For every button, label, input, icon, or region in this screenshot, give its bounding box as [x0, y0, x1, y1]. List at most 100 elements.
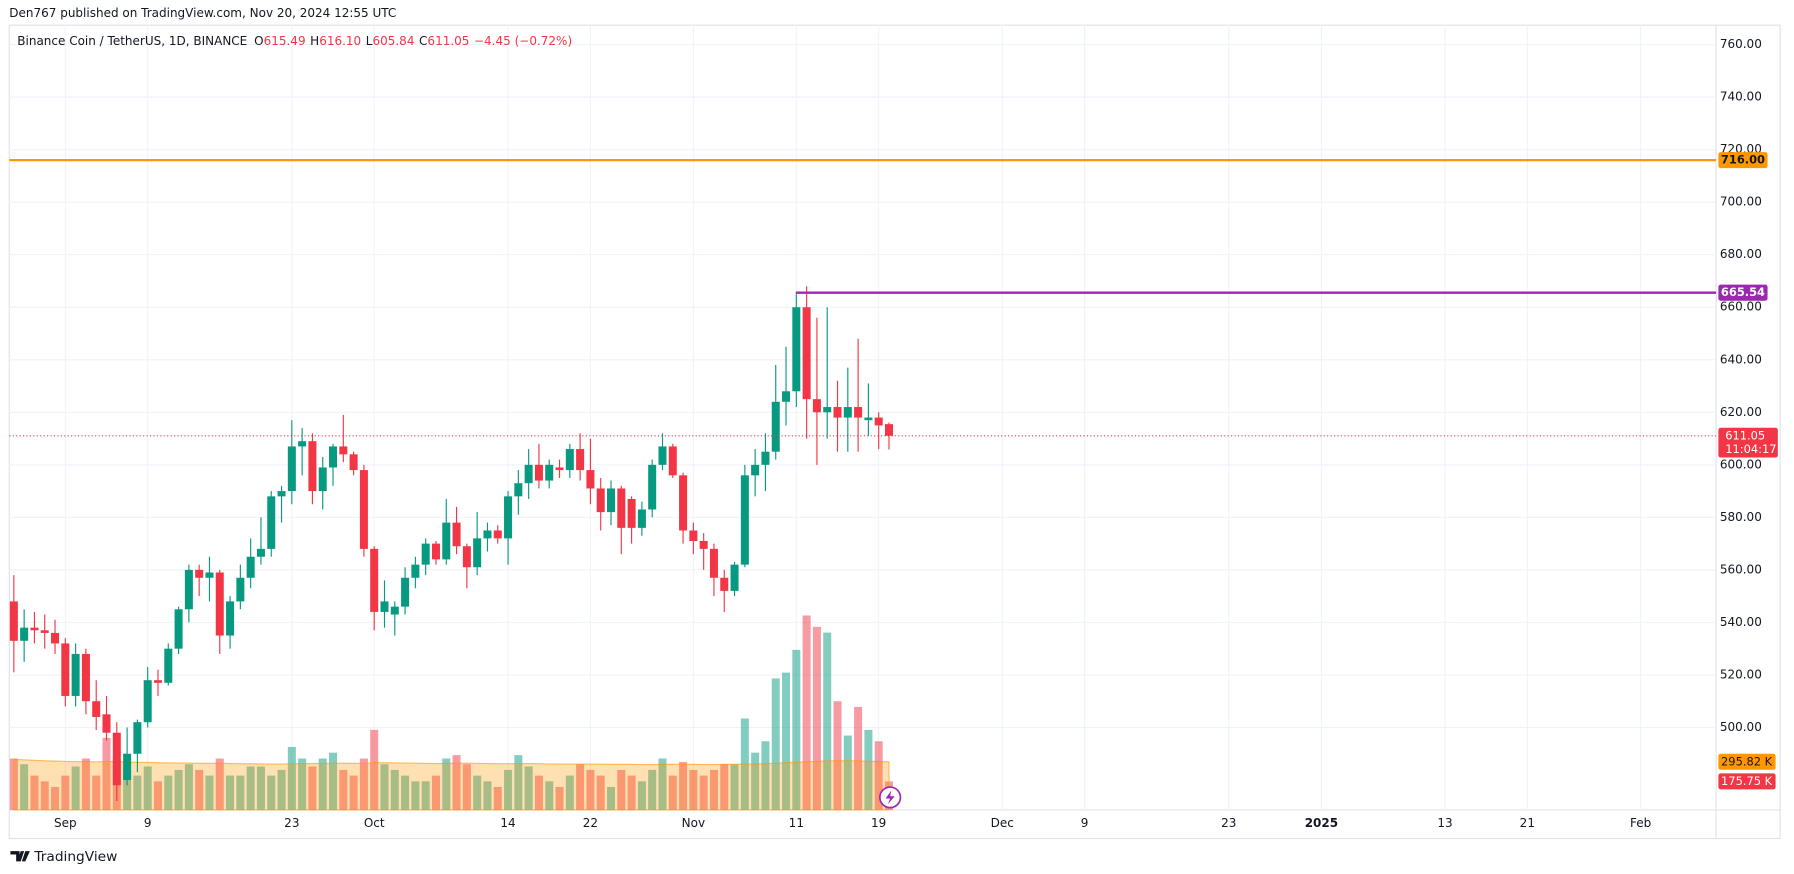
volume-bar: [730, 764, 739, 810]
candle-body: [215, 572, 224, 636]
candle-body: [462, 546, 471, 568]
volume-bar: [854, 706, 863, 810]
candle-body: [81, 653, 90, 702]
legend-value: 616.10: [319, 34, 361, 48]
level-label-box: [1718, 152, 1768, 169]
y-tick-label: 560.00: [1720, 562, 1762, 576]
candle-body: [226, 601, 235, 636]
candle-body: [854, 407, 863, 418]
candle-body: [607, 488, 616, 513]
candle-body: [504, 496, 513, 539]
x-tick-label: Sep: [54, 816, 77, 830]
candle-body: [648, 464, 657, 510]
volume-bar: [133, 775, 142, 810]
candle-body: [730, 564, 739, 591]
volume-bar: [874, 741, 883, 810]
candle-body: [637, 509, 646, 528]
volume-bar: [30, 775, 39, 810]
candle-body: [359, 470, 368, 549]
volume-bar: [81, 758, 90, 810]
candle-body: [61, 643, 70, 696]
candle-body: [864, 417, 873, 421]
candle-body: [576, 449, 585, 471]
candle-body: [349, 454, 358, 471]
volume-bar: [843, 735, 852, 810]
candle-body: [431, 543, 440, 560]
candle-body: [771, 401, 780, 452]
volume-bar: [246, 766, 255, 810]
legend-key: H: [310, 34, 319, 48]
axes: 500.00 520.00 540.00 560.00 580.00 600.00 620.…: [9, 37, 1778, 830]
candle-body: [380, 601, 389, 612]
candle-body: [884, 424, 893, 436]
candle-body: [534, 464, 543, 481]
level-label: 665.54: [1721, 285, 1765, 299]
x-tick-label: 13: [1437, 816, 1452, 830]
candle-body: [751, 464, 760, 476]
candle-body: [92, 701, 101, 717]
candle-body: [205, 572, 214, 578]
candle-body: [679, 475, 688, 531]
x-tick-label: 2025: [1305, 816, 1338, 830]
volume-bar: [658, 758, 667, 810]
legend-change: −4.45 (−0.72%): [474, 34, 572, 48]
volume-bar: [782, 672, 791, 810]
candle-body: [689, 530, 698, 541]
volume-label: 295.82 K: [1721, 754, 1773, 768]
candle-body: [329, 446, 338, 468]
candle-body: [123, 753, 132, 780]
x-tick-label: 14: [500, 816, 515, 830]
volume-bar: [174, 769, 183, 810]
volume-bar: [380, 764, 389, 810]
volume-bar: [195, 769, 204, 810]
volume-bar: [442, 758, 451, 810]
x-tick-label: 23: [1221, 816, 1236, 830]
brand: TradingView: [33, 849, 117, 865]
x-tick-label: 19: [871, 816, 886, 830]
candle-body: [102, 714, 111, 733]
volume-bar: [565, 775, 574, 810]
volume-bar: [462, 764, 471, 810]
legend-key: O: [254, 34, 263, 48]
candle-body: [112, 732, 121, 786]
volume-bar: [215, 758, 224, 810]
candle-body: [761, 451, 770, 465]
candle-body: [524, 464, 533, 484]
candle-body: [287, 446, 296, 492]
volume-bar: [184, 764, 193, 810]
legend-key: C: [419, 34, 427, 48]
volume-bar: [349, 775, 358, 810]
y-tick-label: 660.00: [1720, 300, 1762, 314]
candle-body: [411, 564, 420, 578]
volume-bar: [421, 781, 430, 810]
volume-bar: [61, 775, 70, 810]
volume-bar: [359, 758, 368, 810]
volume-bar: [555, 786, 564, 810]
candle-body: [370, 548, 379, 612]
volume-bar: [792, 649, 801, 810]
candle-body: [174, 609, 183, 649]
symbol: Binance Coin / TetherUS, 1D, BINANCE: [17, 34, 247, 48]
volume-bar: [761, 741, 770, 810]
volume-bar: [699, 775, 708, 810]
last-price-box: [1718, 427, 1778, 458]
x-tick-label: Oct: [364, 816, 385, 830]
y-tick-label: 620.00: [1720, 405, 1762, 419]
volume-bar: [751, 752, 760, 810]
volume-bar: [514, 755, 523, 810]
legend-value: 605.84: [372, 34, 414, 48]
candle-body: [20, 627, 29, 641]
volume-bar: [71, 766, 80, 810]
candle-body: [740, 475, 749, 565]
volume-bar: [617, 769, 626, 810]
volume-bar: [545, 781, 554, 810]
volume-ma-area: [13, 758, 890, 811]
volume-bar: [452, 755, 461, 810]
candle-body: [833, 407, 842, 418]
candle-body: [843, 407, 852, 418]
y-tick-label: 600.00: [1720, 457, 1762, 471]
candle-body: [792, 307, 801, 392]
candle-body: [30, 627, 39, 631]
